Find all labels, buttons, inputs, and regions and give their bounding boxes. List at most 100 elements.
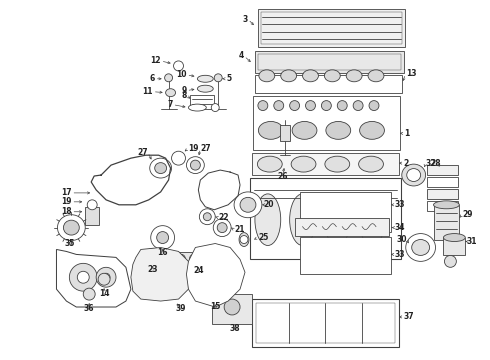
Text: 31: 31 xyxy=(466,237,477,246)
Ellipse shape xyxy=(63,220,79,235)
Text: 22: 22 xyxy=(218,213,229,222)
Circle shape xyxy=(274,100,284,111)
Ellipse shape xyxy=(177,255,185,264)
Ellipse shape xyxy=(324,70,340,82)
Circle shape xyxy=(98,273,110,285)
Text: 10: 10 xyxy=(176,70,187,79)
Ellipse shape xyxy=(326,121,351,139)
Ellipse shape xyxy=(201,255,209,264)
Ellipse shape xyxy=(360,121,385,139)
Text: 19: 19 xyxy=(189,144,199,153)
Text: 39: 39 xyxy=(175,305,186,314)
Text: 12: 12 xyxy=(150,57,161,66)
Ellipse shape xyxy=(255,194,281,246)
Bar xyxy=(250,178,401,260)
Circle shape xyxy=(144,248,162,266)
Bar xyxy=(427,177,458,187)
Bar xyxy=(252,299,399,347)
Text: 20: 20 xyxy=(264,200,274,209)
Ellipse shape xyxy=(155,163,167,174)
Text: 28: 28 xyxy=(430,159,441,168)
Text: 27: 27 xyxy=(200,144,211,153)
Text: 15: 15 xyxy=(210,302,221,311)
Ellipse shape xyxy=(259,70,275,82)
Text: 24: 24 xyxy=(193,266,204,275)
Text: 7: 7 xyxy=(167,100,172,109)
Circle shape xyxy=(444,255,456,267)
Ellipse shape xyxy=(257,156,282,172)
Bar xyxy=(258,9,405,47)
Circle shape xyxy=(203,213,211,221)
Ellipse shape xyxy=(189,104,206,111)
Text: 5: 5 xyxy=(226,74,231,83)
Ellipse shape xyxy=(407,168,420,181)
Bar xyxy=(255,51,404,73)
Ellipse shape xyxy=(57,215,85,240)
Bar xyxy=(261,12,402,44)
Text: 35: 35 xyxy=(64,239,74,248)
Bar xyxy=(191,95,214,109)
Ellipse shape xyxy=(292,121,317,139)
Ellipse shape xyxy=(258,121,283,139)
Text: 30: 30 xyxy=(396,235,407,244)
Ellipse shape xyxy=(197,75,213,82)
Text: 29: 29 xyxy=(462,210,473,219)
Circle shape xyxy=(149,253,157,261)
Text: 21: 21 xyxy=(234,225,245,234)
Text: 18: 18 xyxy=(61,207,72,216)
Circle shape xyxy=(224,299,240,315)
Polygon shape xyxy=(187,243,245,307)
Bar xyxy=(294,218,389,235)
Circle shape xyxy=(151,226,174,249)
Bar xyxy=(427,201,458,211)
Ellipse shape xyxy=(240,197,256,212)
Circle shape xyxy=(214,74,222,82)
Circle shape xyxy=(83,288,95,300)
Polygon shape xyxy=(56,249,131,307)
Bar xyxy=(253,96,400,150)
Circle shape xyxy=(157,231,169,243)
Text: 9: 9 xyxy=(181,86,187,95)
Text: 16: 16 xyxy=(157,248,168,257)
Ellipse shape xyxy=(191,160,200,170)
Ellipse shape xyxy=(402,164,426,186)
Ellipse shape xyxy=(166,89,175,96)
Text: 11: 11 xyxy=(142,87,153,96)
Text: 19: 19 xyxy=(61,197,72,206)
Circle shape xyxy=(165,74,172,82)
Ellipse shape xyxy=(434,201,459,209)
Text: 34: 34 xyxy=(395,223,405,232)
Ellipse shape xyxy=(70,264,97,291)
Circle shape xyxy=(240,235,248,243)
Ellipse shape xyxy=(77,271,89,283)
Ellipse shape xyxy=(359,194,385,246)
Ellipse shape xyxy=(234,192,262,218)
Circle shape xyxy=(321,100,331,111)
Text: 32: 32 xyxy=(426,159,436,168)
Ellipse shape xyxy=(281,70,296,82)
Text: 3: 3 xyxy=(243,15,248,24)
Circle shape xyxy=(87,200,97,210)
Ellipse shape xyxy=(406,234,436,261)
Text: 23: 23 xyxy=(147,265,158,274)
Bar xyxy=(443,238,465,255)
Text: 2: 2 xyxy=(404,159,409,168)
Circle shape xyxy=(353,100,363,111)
Circle shape xyxy=(217,223,227,233)
Bar xyxy=(256,303,395,343)
Circle shape xyxy=(369,100,379,111)
Text: 27: 27 xyxy=(137,148,148,157)
Ellipse shape xyxy=(239,233,249,247)
Text: 1: 1 xyxy=(404,129,409,138)
Text: 26: 26 xyxy=(277,171,288,180)
Text: 36: 36 xyxy=(84,305,95,314)
Ellipse shape xyxy=(346,70,362,82)
Bar xyxy=(434,205,459,239)
Circle shape xyxy=(173,61,183,71)
Bar xyxy=(85,207,99,225)
Ellipse shape xyxy=(187,157,204,174)
Text: 4: 4 xyxy=(239,51,244,60)
Ellipse shape xyxy=(172,151,185,165)
Text: 33: 33 xyxy=(395,200,405,209)
Circle shape xyxy=(337,100,347,111)
